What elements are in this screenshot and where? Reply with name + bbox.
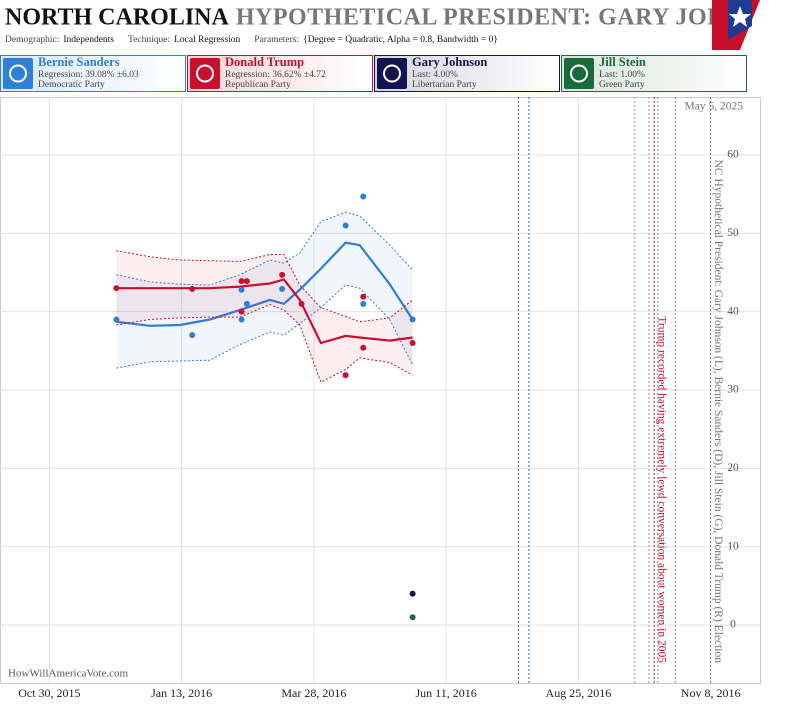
data-point	[243, 278, 250, 285]
trend-line	[116, 278, 413, 345]
footer: HowWillAmericaVote.com	[8, 668, 128, 680]
legend-name: Jill Stein	[599, 55, 646, 69]
x-tick-label: Aug 25, 2016	[546, 686, 612, 700]
title: NORTH CAROLINA	[5, 5, 230, 31]
data-point	[360, 293, 367, 300]
data-point	[409, 316, 416, 323]
legend-icon-symbol	[383, 64, 401, 83]
data-point	[409, 614, 416, 621]
legend-party: Libertarian Party	[412, 80, 477, 90]
legend-icon-symbol	[570, 64, 588, 83]
y-tick-label: 60	[727, 149, 739, 161]
x-tick-label: Nov 8, 2016	[681, 686, 741, 700]
x-tick-label: Jun 11, 2016	[416, 686, 477, 700]
y-tick-label: 20	[727, 462, 739, 474]
data-point	[298, 300, 305, 307]
parameter-value: Independents	[63, 35, 114, 45]
data-point	[409, 339, 416, 346]
data-point	[279, 271, 286, 278]
parameter-label: Parameters:	[254, 35, 299, 45]
data-point	[238, 316, 245, 323]
band-upper	[116, 250, 413, 323]
legend-party: Republican Party	[225, 80, 291, 90]
data-point	[360, 193, 367, 200]
data-point	[189, 285, 196, 292]
y-tick-label: 40	[727, 305, 739, 317]
parameter-label: Demographic:	[5, 35, 59, 45]
x-tick-label: Jan 13, 2016	[151, 686, 212, 700]
y-tick-label: 0	[730, 619, 736, 631]
data-point	[360, 344, 367, 351]
data-point	[113, 316, 120, 323]
data-point	[189, 332, 196, 339]
legend-icon	[3, 58, 33, 89]
legend-party: Democratic Party	[38, 80, 105, 90]
data-point	[243, 300, 250, 307]
band-lower	[116, 284, 414, 369]
data-point	[360, 300, 367, 307]
x-tick-label: Mar 28, 2016	[281, 686, 346, 700]
date-stamp: May 5, 2025	[685, 101, 744, 113]
data-point	[409, 590, 416, 597]
trend-line	[116, 241, 414, 327]
legend-icon-symbol	[9, 64, 27, 83]
legend-summary: Last: 1.00%	[599, 70, 645, 80]
band-lower	[116, 304, 413, 383]
legend-icon	[190, 58, 220, 89]
legend-summary: Regression: 36.62% ±4.72	[225, 70, 326, 80]
data-point	[342, 372, 349, 379]
legend-icon	[564, 58, 594, 89]
parameter-value: Local Regression	[174, 35, 240, 45]
legend-name: Bernie Sanders	[38, 55, 120, 69]
parameter-label: Technique:	[128, 35, 170, 45]
legend-name: Donald Trump	[225, 55, 304, 69]
band-upper	[116, 211, 413, 286]
x-tick-label: Oct 30, 2015	[18, 686, 80, 700]
data-point	[113, 285, 120, 292]
confidence-band	[116, 250, 413, 383]
legend-icon-symbol	[196, 64, 214, 83]
flag-star	[729, 6, 751, 27]
y-tick-label: 30	[727, 384, 739, 396]
legend-summary: Regression: 39.08% ±6.03	[38, 70, 139, 80]
y-tick-label: 50	[727, 227, 739, 239]
title-suffix: HYPOTHETICAL PRESIDENT: GARY JOHNSON	[236, 5, 789, 31]
data-point	[238, 308, 245, 315]
legend-icon	[377, 58, 407, 89]
data-point	[238, 286, 245, 293]
legend-summary: Last: 4.00%	[412, 70, 458, 80]
data-point	[279, 285, 286, 292]
y-tick-label: 10	[727, 540, 739, 552]
parameter-value: {Degree = Quadratic, Alpha = 0.8, Bandwi…	[303, 35, 498, 45]
event-label: Trump recorded having extremely lewd con…	[656, 316, 668, 663]
parameters: Demographic: Independents Technique: Local …	[5, 35, 498, 45]
event-label: NC Hypothetical President: Gary Johnson …	[712, 160, 724, 664]
legend-party: Green Party	[599, 80, 645, 90]
data-point	[238, 278, 245, 285]
data-point	[342, 222, 349, 229]
legend-name: Gary Johnson	[412, 55, 487, 69]
